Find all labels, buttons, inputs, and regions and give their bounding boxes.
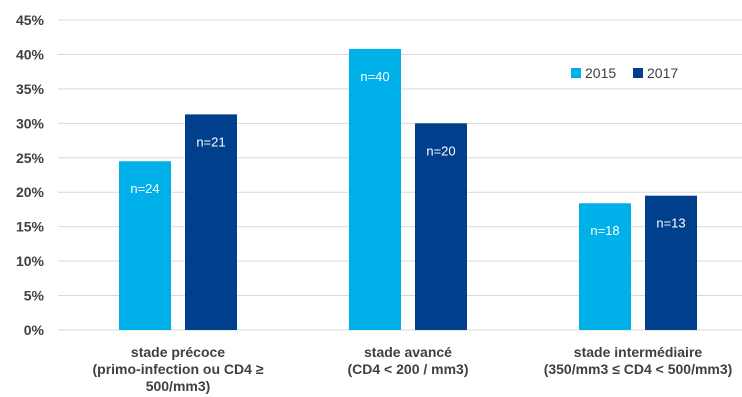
legend: 2015 2017 <box>571 65 678 81</box>
category-label: (350/mm3 ≤ CD4 < 500/mm3) <box>544 361 733 377</box>
y-tick-label: 45% <box>16 12 45 28</box>
category-label: stade intermédiaire <box>574 344 703 360</box>
category-label: stade précoce <box>131 344 225 360</box>
legend-label-2015: 2015 <box>585 65 616 81</box>
data-label: n=40 <box>360 69 389 84</box>
category-label: stade avancé <box>364 344 452 360</box>
data-label: n=20 <box>426 143 455 158</box>
data-label: n=13 <box>656 216 685 231</box>
bar-2015-1 <box>349 48 401 330</box>
bar-2015-2 <box>579 203 631 330</box>
y-axis: 0% 5% 10% 15% 20% 25% 30% 35% 40% 45% <box>16 12 45 338</box>
y-tick-label: 15% <box>16 219 45 235</box>
y-tick-label: 20% <box>16 184 45 200</box>
category-label: (CD4 < 200 / mm3) <box>348 361 469 377</box>
data-label: n=21 <box>196 134 225 149</box>
data-label: n=18 <box>590 223 619 238</box>
y-tick-label: 0% <box>24 322 45 338</box>
data-label: n=24 <box>130 181 159 196</box>
y-tick-label: 25% <box>16 150 45 166</box>
y-tick-label: 5% <box>24 288 45 304</box>
x-axis-labels: stade précoce(primo-infection ou CD4 ≥50… <box>92 344 732 394</box>
y-tick-label: 35% <box>16 81 45 97</box>
bar-2015-0 <box>119 161 171 330</box>
legend-label-2017: 2017 <box>647 65 678 81</box>
y-tick-label: 30% <box>16 115 45 131</box>
legend-swatch-2017 <box>633 68 643 78</box>
category-label: (primo-infection ou CD4 ≥ <box>92 361 263 377</box>
data-labels: n=24 n=21 n=40 n=20 n=18 n=13 <box>130 69 685 238</box>
legend-swatch-2015 <box>571 68 581 78</box>
bars <box>119 48 697 330</box>
category-label: 500/mm3) <box>146 378 211 394</box>
y-tick-label: 10% <box>16 253 45 269</box>
bar-2017-2 <box>645 195 697 330</box>
y-tick-label: 40% <box>16 46 45 62</box>
bar-2017-1 <box>415 123 467 330</box>
bar-2017-0 <box>185 114 237 330</box>
